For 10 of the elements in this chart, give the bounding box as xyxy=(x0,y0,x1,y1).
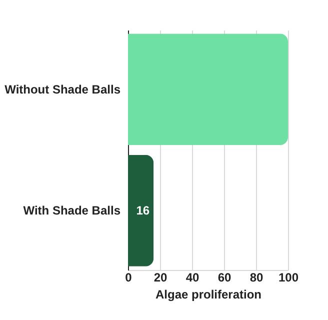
x-tick-label: 0 xyxy=(125,270,132,284)
x-tick-label: 60 xyxy=(218,270,232,284)
x-tick-label: 40 xyxy=(186,270,200,284)
x-tick-label: 100 xyxy=(278,270,299,284)
data-label: 16 xyxy=(136,204,150,218)
y-tick-label: Without Shade Balls xyxy=(4,82,121,96)
x-axis-title: Algae proliferation xyxy=(155,288,262,302)
y-tick-label: With Shade Balls xyxy=(23,204,121,218)
x-tick-label: 20 xyxy=(154,270,168,284)
x-tick-label: 80 xyxy=(250,270,264,284)
